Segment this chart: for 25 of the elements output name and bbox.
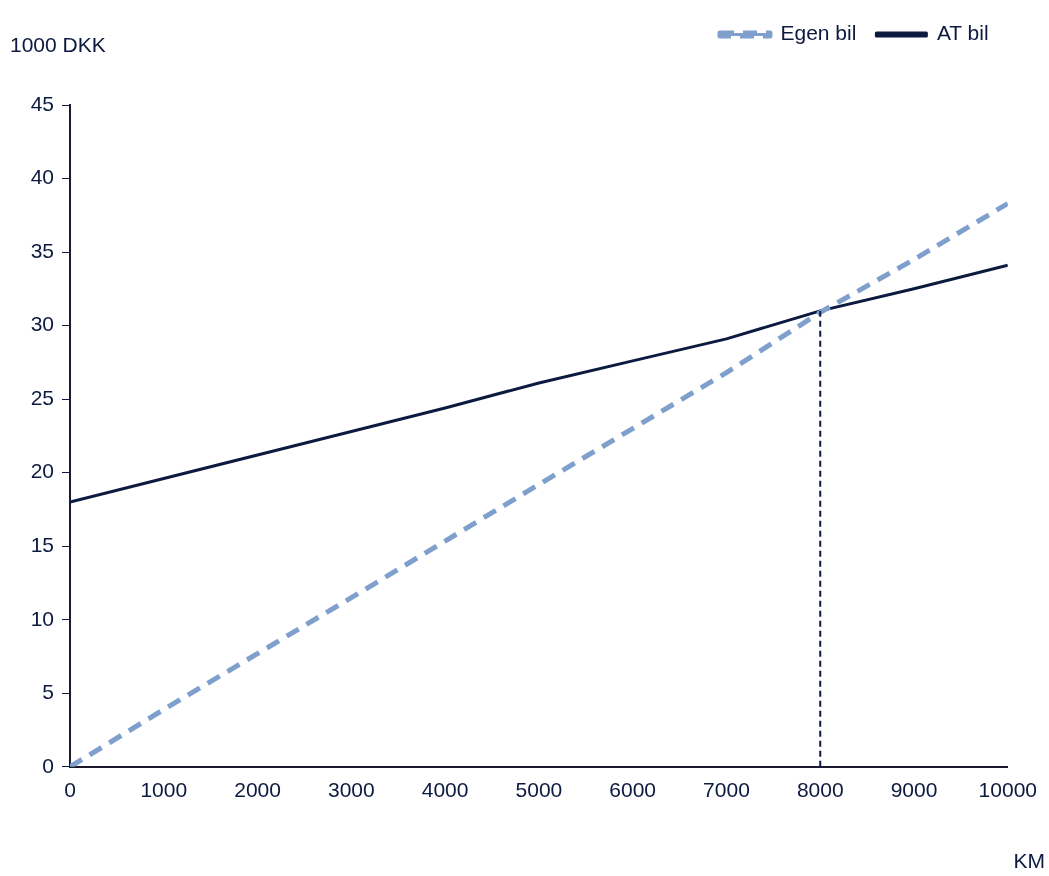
x-tick-label: 0 (64, 778, 76, 802)
x-tick-label: 9000 (890, 778, 938, 802)
x-tick-label: 6000 (609, 778, 657, 802)
legend-label: AT bil (936, 21, 989, 45)
x-tick-label: 4000 (421, 778, 469, 802)
y-tick-label: 40 (30, 165, 54, 189)
y-tick-label: 15 (30, 533, 54, 556)
y-tick-label: 35 (30, 238, 54, 262)
x-tick-label: 2000 (234, 778, 281, 802)
x-tick-label: 7000 (703, 778, 750, 802)
legend-label: Egen bil (780, 21, 857, 45)
y-tick-label: 30 (30, 312, 54, 336)
x-tick-label: 8000 (796, 778, 844, 802)
y-tick-label: 25 (30, 385, 54, 409)
y-tick-label: 5 (42, 680, 54, 704)
y-tick-label: 45 (30, 91, 54, 115)
y-tick-label: 20 (30, 459, 54, 483)
x-tick-label: 3000 (327, 778, 375, 802)
x-tick-label: 1000 (140, 778, 188, 802)
x-tick-label: 5000 (515, 778, 563, 802)
y-tick-label: 0 (42, 753, 54, 777)
x-tick-label: 10000 (978, 778, 1038, 802)
x-axis-title: KM (1013, 848, 1045, 872)
y-tick-label: 10 (30, 606, 54, 630)
y-axis-title: 1000 DKK (10, 32, 106, 56)
